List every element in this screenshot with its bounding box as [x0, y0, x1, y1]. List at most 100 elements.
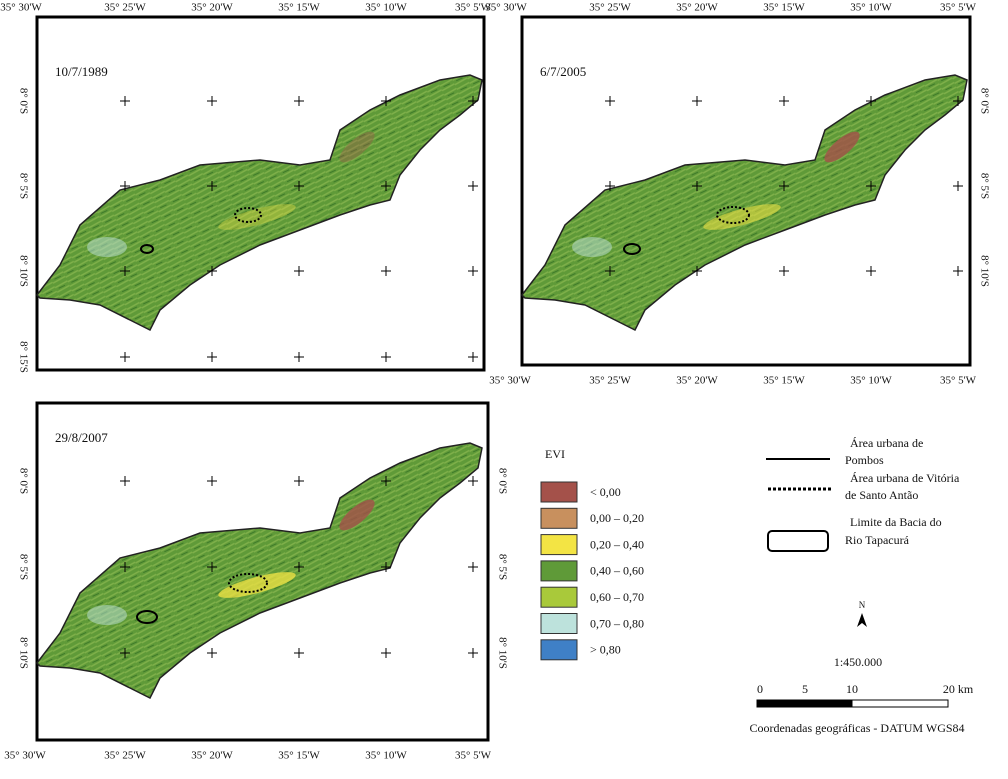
lon-label: 35° 25'W	[104, 750, 146, 762]
grid-cross	[381, 96, 391, 106]
line-legend-label: Pombos	[845, 453, 884, 467]
blue-patch	[87, 605, 127, 625]
grid-cross	[120, 181, 130, 191]
lon-label: 35° 30'W	[485, 2, 527, 14]
lat-label: 8° 10'S	[496, 637, 508, 669]
grid-cross	[294, 562, 304, 572]
lon-label: 35° 25'W	[589, 2, 631, 14]
lon-label: 35° 15'W	[763, 2, 805, 14]
line-legend-label: Área urbana de	[850, 436, 923, 450]
grid-cross	[779, 96, 789, 106]
datum: Coordenadas geográficas - DATUM WGS84	[749, 721, 964, 735]
grid-cross	[866, 181, 876, 191]
urban-vitoria	[228, 573, 268, 593]
grid-cross	[381, 476, 391, 486]
grid-cross	[953, 96, 963, 106]
grid-cross	[207, 648, 217, 658]
evi-label: > 0,80	[590, 643, 621, 657]
evi-swatch	[540, 534, 578, 556]
map-panel: 10/7/1989 35° 30'W 35° 25'W 35° 20'W 35° 15'…	[0, 2, 491, 373]
panel-date: 29/8/2007	[55, 430, 108, 445]
grid-cross	[120, 562, 130, 572]
evi-swatch	[540, 560, 578, 582]
scale-tick: 0	[757, 682, 763, 696]
scale-tick: 10	[846, 682, 858, 696]
grid-cross	[953, 266, 963, 276]
map-panel: 29/8/2007 35° 30'W 35° 25'W 35° 20'W 35° 15'…	[4, 401, 508, 762]
evi-label: 0,20 – 0,40	[590, 537, 644, 551]
grid-cross	[605, 181, 615, 191]
evi-label: 0,00 – 0,20	[590, 511, 644, 525]
grid-cross	[381, 266, 391, 276]
grid-cross	[381, 181, 391, 191]
lon-label: 35° 20'W	[676, 375, 718, 387]
blue-patch	[572, 237, 612, 257]
grid-cross	[207, 96, 217, 106]
lon-label: 35° 5'W	[455, 750, 492, 762]
lon-label: 35° 15'W	[278, 750, 320, 762]
grid-cross	[120, 266, 130, 276]
lon-label: 35° 20'W	[191, 750, 233, 762]
grid-cross	[468, 562, 478, 572]
grid-cross	[207, 266, 217, 276]
scale-ratio: 1:450.000	[834, 655, 882, 669]
grid-cross	[294, 476, 304, 486]
lon-label: 35° 10'W	[850, 375, 892, 387]
evi-swatch	[540, 586, 578, 608]
lon-label: 35° 30'W	[4, 750, 46, 762]
panel-date: 6/7/2005	[540, 64, 586, 79]
grid-cross	[953, 181, 963, 191]
north-label: N	[859, 600, 866, 610]
lon-label: 35° 20'W	[191, 2, 233, 14]
evi-swatch	[540, 507, 578, 529]
lat-label: 8° 10'S	[17, 255, 29, 287]
lat-label: 8° 0'S	[17, 468, 29, 494]
grid-cross	[120, 96, 130, 106]
grid-cross	[468, 266, 478, 276]
urban-pombos	[623, 243, 641, 255]
lat-label: 8° 10'S	[978, 255, 990, 287]
scale-black	[756, 699, 853, 708]
grid-cross	[692, 266, 702, 276]
grid-cross	[207, 562, 217, 572]
grid-cross	[294, 181, 304, 191]
lat-label: 8° 5'S	[17, 554, 29, 580]
grid-cross	[381, 352, 391, 362]
grid-cross	[468, 648, 478, 658]
grid-cross	[468, 181, 478, 191]
low-evi-patch	[824, 131, 860, 163]
lat-label: 8° 0'S	[496, 468, 508, 494]
grid-cross	[692, 96, 702, 106]
lat-label: 8° 10'S	[17, 637, 29, 669]
lon-label: 35° 30'W	[0, 2, 42, 14]
lon-label: 35° 25'W	[589, 375, 631, 387]
lon-label: 35° 10'W	[365, 750, 407, 762]
line-legend-label: de Santo Antão	[845, 488, 918, 502]
line-legend-label: Rio Tapacurá	[845, 533, 910, 547]
lat-label: 8° 0'S	[978, 88, 990, 114]
blue-patch	[87, 237, 127, 257]
lon-label: 35° 25'W	[104, 2, 146, 14]
grid-cross	[120, 648, 130, 658]
lat-label: 8° 5'S	[17, 173, 29, 199]
lon-label: 35° 30'W	[489, 375, 531, 387]
grid-cross	[294, 96, 304, 106]
evi-swatch	[540, 613, 578, 634]
grid-cross	[692, 181, 702, 191]
basin-symbol	[767, 530, 829, 552]
line-legend-label: Área urbana de Vitória	[850, 471, 960, 485]
basin-map	[36, 74, 483, 332]
grid-cross	[120, 352, 130, 362]
grid-cross	[605, 266, 615, 276]
grid-cross	[779, 181, 789, 191]
lat-label: 8° 5'S	[978, 173, 990, 199]
grid-cross	[779, 266, 789, 276]
grid-cross	[468, 352, 478, 362]
basin-map	[36, 442, 483, 700]
grid-cross	[468, 96, 478, 106]
lon-label: 35° 20'W	[676, 2, 718, 14]
panel-date: 10/7/1989	[55, 64, 108, 79]
grid-cross	[605, 96, 615, 106]
grid-cross	[207, 352, 217, 362]
